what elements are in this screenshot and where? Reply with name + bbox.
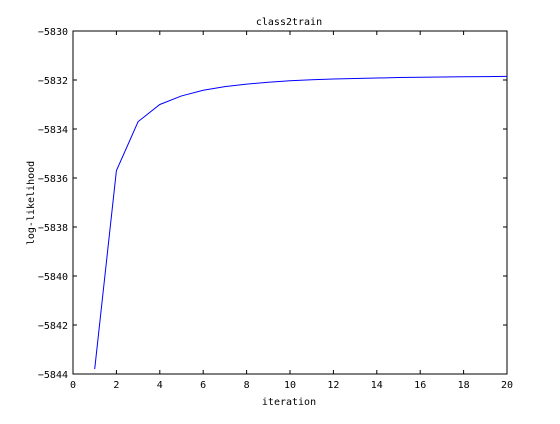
chart-title: class2train (256, 17, 322, 28)
x-tick-label: 0 (70, 380, 76, 391)
x-tick-label: 18 (458, 380, 470, 391)
y-axis-label: log-likelihood (26, 161, 37, 245)
x-tick-label: 10 (284, 380, 296, 391)
y-tick-label: −5840 (38, 272, 68, 283)
y-tick-label: −5830 (38, 27, 68, 38)
y-tick-label: −5838 (38, 223, 68, 234)
x-axis-label: iteration (262, 397, 316, 408)
x-tick-label: 16 (414, 380, 426, 391)
x-tick-label: 4 (157, 380, 163, 391)
y-tick-label: −5832 (38, 76, 68, 87)
y-tick-label: −5836 (38, 174, 68, 185)
x-tick-label: 6 (200, 380, 206, 391)
y-tick-label: −5834 (38, 125, 68, 136)
y-tick-label: −5842 (38, 321, 68, 332)
x-tick-label: 12 (327, 380, 339, 391)
x-tick-label: 20 (501, 380, 513, 391)
x-tick-label: 8 (244, 380, 250, 391)
x-tick-label: 2 (113, 380, 119, 391)
y-tick-label: −5844 (38, 370, 68, 381)
plot-area (73, 31, 507, 374)
x-tick-label: 14 (371, 380, 383, 391)
